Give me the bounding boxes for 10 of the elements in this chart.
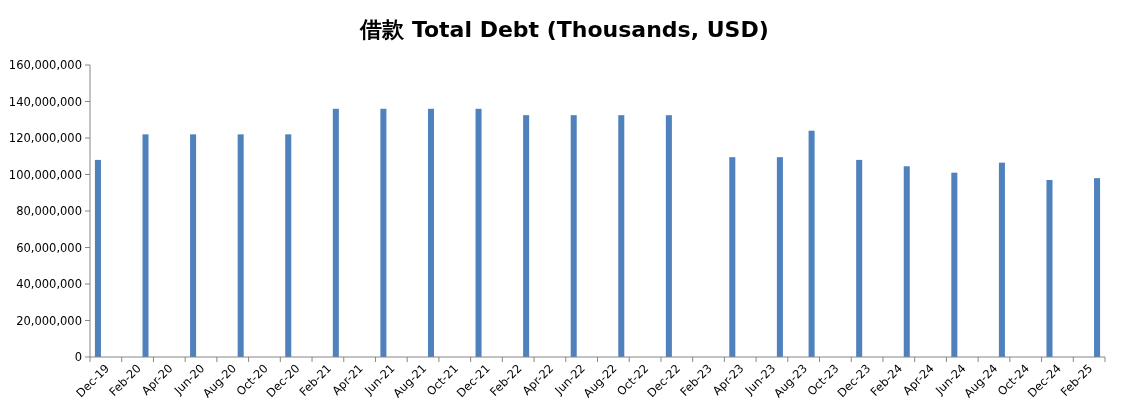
y-tick-label: 40,000,000 xyxy=(16,277,82,291)
y-tick-label: 80,000,000 xyxy=(16,204,82,218)
y-tick-label: 20,000,000 xyxy=(16,313,82,328)
y-tick-label: 160,000,000 xyxy=(8,58,82,72)
y-tick-label: 60,000,000 xyxy=(16,240,82,255)
y-tick-label: 120,000,000 xyxy=(8,131,82,145)
y-tick-label: 140,000,000 xyxy=(8,94,82,109)
y-tick-label: 100,000,000 xyxy=(8,167,82,182)
y-tick-label: 0 xyxy=(74,350,82,364)
chart-title: 借款 Total Debt (Thousands, USD) xyxy=(359,17,769,42)
